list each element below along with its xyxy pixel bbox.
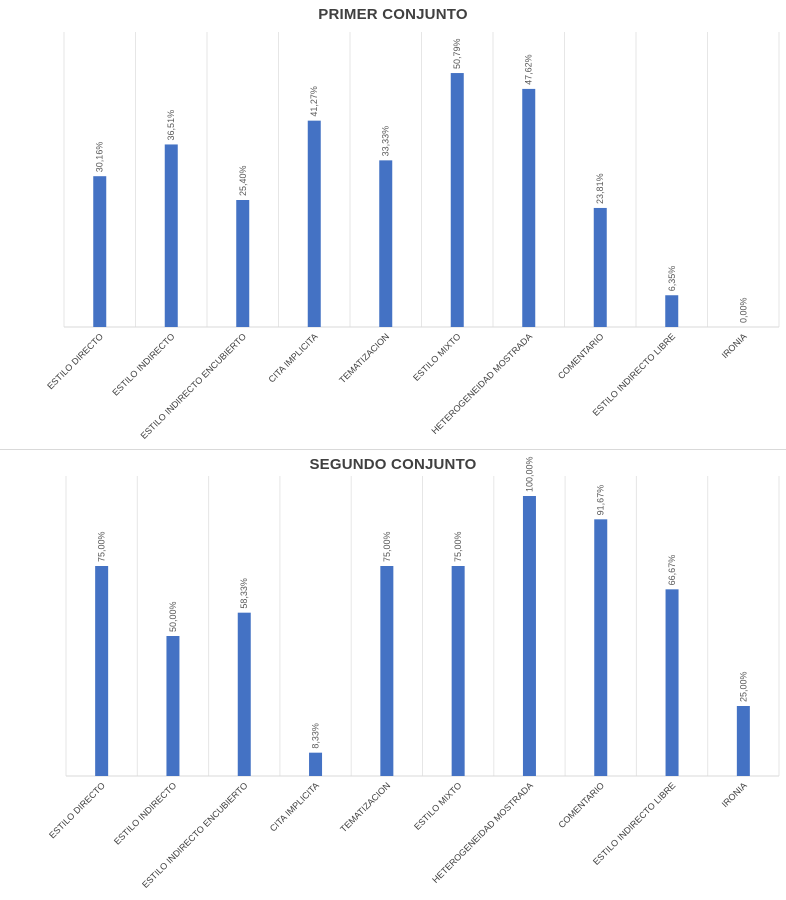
bar-chart-segundo-conjunto: 75,00% ESTILO DIRECTO 50,00% ESTILO INDIREC… (47, 456, 780, 890)
category-tick-label: ESTILO INDIRECTO (112, 780, 178, 846)
data-label: 75,00% (97, 531, 107, 562)
bar (522, 88, 536, 328)
bar (166, 636, 180, 776)
bar (522, 496, 536, 776)
category-tick-label: ESTILO DIRECTO (45, 331, 105, 391)
data-label: 100,00% (524, 456, 534, 492)
chart-panel-primer-conjunto: PRIMER CONJUNTO 30,16% ESTILO DIRECTO 36,5… (0, 0, 786, 449)
bar (380, 566, 394, 776)
category-tick-label: ESTILO INDIRECTO LIBRE (591, 780, 678, 867)
data-label: 0,00% (738, 297, 748, 323)
bar (593, 207, 607, 327)
data-label: 75,00% (453, 531, 463, 562)
data-label: 91,67% (596, 485, 606, 516)
category-tick-label: CITA IMPLICITA (268, 780, 321, 833)
category-tick-label: IRONIA (720, 331, 749, 360)
bar (307, 120, 321, 328)
bar (665, 295, 679, 327)
bar (237, 612, 251, 776)
data-label: 50,79% (452, 39, 462, 70)
data-label: 25,00% (738, 671, 748, 702)
category-tick-label: TEMATIZACION (338, 780, 392, 834)
data-label: 6,35% (667, 266, 677, 292)
category-tick-label: CITA IMPLICITA (266, 331, 319, 384)
bar (451, 566, 465, 776)
data-label: 8,33% (311, 723, 321, 749)
data-label: 41,27% (309, 86, 319, 117)
category-tick-label: COMENTARIO (556, 331, 606, 381)
bar (736, 706, 750, 776)
data-label: 33,33% (381, 126, 391, 157)
category-tick-label: ESTILO MIXTO (412, 780, 464, 832)
bar (93, 176, 107, 327)
chart-title: PRIMER CONJUNTO (318, 6, 468, 23)
data-label: 36,51% (166, 110, 176, 141)
data-label: 25,40% (238, 165, 248, 196)
category-tick-label: IRONIA (720, 780, 749, 809)
category-tick-label: ESTILO INDIRECTO LIBRE (591, 331, 678, 418)
chart-title: SEGUNDO CONJUNTO (309, 456, 477, 473)
bar (450, 73, 464, 327)
bar (665, 589, 679, 776)
bar (594, 519, 608, 776)
data-label: 75,00% (382, 531, 392, 562)
category-tick-label: ESTILO DIRECTO (47, 780, 107, 840)
data-label: 50,00% (168, 601, 178, 632)
category-tick-label: ESTILO MIXTO (411, 331, 463, 383)
chart-panel-segundo-conjunto: SEGUNDO CONJUNTO 75,00% ESTILO DIRECTO 50,… (0, 450, 786, 900)
chart-divider (0, 449, 786, 450)
category-tick-label: COMENTARIO (556, 780, 606, 830)
bar (309, 752, 323, 776)
category-tick-label: TEMATIZACION (337, 331, 391, 385)
category-tick-label: ESTILO INDIRECTO (110, 331, 176, 397)
data-label: 58,33% (239, 578, 249, 609)
bar-chart-primer-conjunto: 30,16% ESTILO DIRECTO 36,51% ESTILO INDIREC… (45, 32, 780, 441)
data-label: 66,67% (667, 555, 677, 586)
bar (164, 144, 178, 327)
bar (95, 566, 109, 776)
data-label: 30,16% (95, 142, 105, 173)
data-label: 47,62% (524, 54, 534, 85)
bar (379, 160, 393, 327)
bar (236, 200, 250, 327)
data-label: 23,81% (595, 173, 605, 204)
